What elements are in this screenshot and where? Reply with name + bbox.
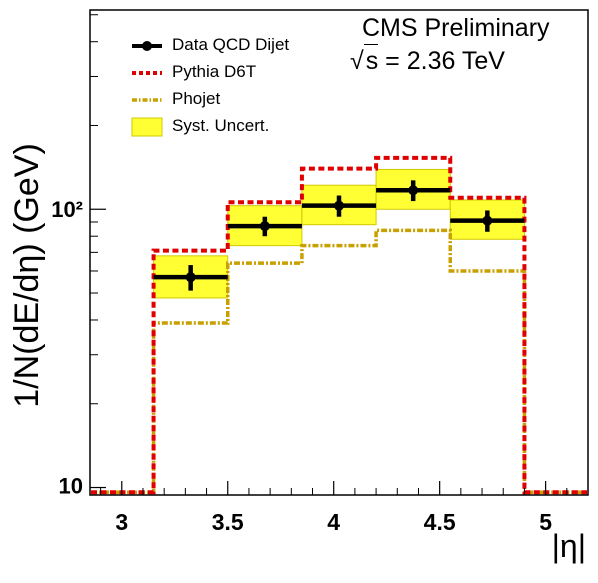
- legend-phojet-line-icon: [132, 98, 162, 102]
- data-points: [153, 180, 525, 291]
- data-point-2: [334, 200, 344, 211]
- mc-histograms: [91, 155, 587, 495]
- x-tick-label-1: 3.5: [212, 509, 244, 535]
- legend-data-marker-icon: [132, 41, 162, 51]
- data-point-1: [259, 221, 270, 232]
- hist-pythia: [91, 155, 587, 495]
- y-tick-label-10: 10: [59, 474, 83, 499]
- hist-phojet: [91, 228, 587, 494]
- data-point-4: [482, 215, 493, 226]
- data-point-0: [185, 272, 196, 283]
- legend-label-syst: Syst. Uncert.: [172, 116, 270, 135]
- legend-pythia-line-icon: [132, 71, 162, 75]
- x-tick-label-3: 4.5: [424, 509, 456, 535]
- energy-text: = 2.36 TeV: [378, 47, 505, 75]
- legend-label-phojet: Phojet: [172, 89, 221, 108]
- axis-ticks: 3 3.5 4 4.5 5 10 10²: [51, 14, 589, 535]
- sqrt-symbol: √: [350, 47, 364, 75]
- x-tick-label-4: 5: [539, 509, 552, 535]
- y-tick-label-100: 10²: [51, 197, 83, 222]
- legend-label-data: Data QCD Dijet: [172, 35, 290, 54]
- cms-label: CMS Preliminary: [362, 14, 550, 42]
- energy-symbol: s: [363, 44, 379, 77]
- x-tick-label-2: 4: [327, 509, 340, 535]
- data-point-3: [408, 185, 419, 196]
- energy-label: √s = 2.36 TeV: [350, 44, 505, 77]
- x-tick-label-0: 3: [115, 509, 128, 535]
- legend-syst-box-icon: [131, 117, 163, 137]
- legend-label-pythia: Pythia D6T: [172, 62, 257, 81]
- x-axis-title: |η|: [551, 528, 586, 564]
